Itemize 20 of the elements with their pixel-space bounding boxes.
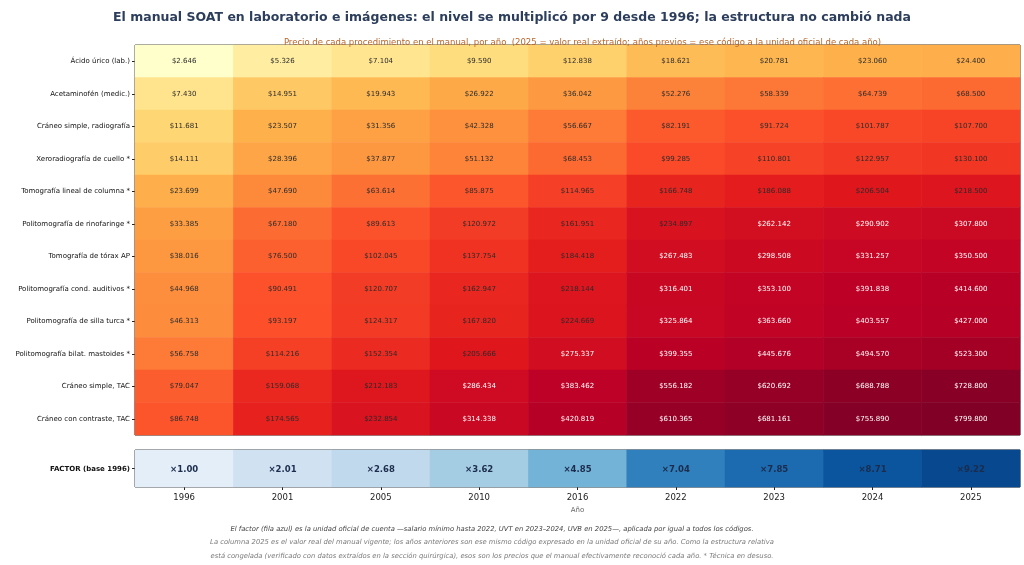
x-tick-label: 2016 <box>566 491 589 502</box>
x-tick-label: 2001 <box>271 491 294 502</box>
data-label: ×2.68 <box>366 463 395 474</box>
x-tick-label: 2023 <box>763 491 785 502</box>
x-tick-label: 2005 <box>370 491 392 502</box>
x-tick-label: 2025 <box>960 491 982 502</box>
data-label: ×1.00 <box>170 463 199 474</box>
x-tick-label: 2024 <box>861 491 884 502</box>
x-tick-label: 2010 <box>468 491 490 502</box>
data-label: ×3.62 <box>465 463 494 474</box>
data-label: ×8.71 <box>858 463 887 474</box>
x-tick-label: 1996 <box>173 491 195 502</box>
chart-subtitle: Precio de cada procedimiento en el manual, por año (2025 = valor real extraído; años previos = ese código a la unidad oficial de cada año) <box>283 36 882 47</box>
data-label: ×7.85 <box>760 463 789 474</box>
chart-title: El manual SOAT en laboratorio e imágenes: el nivel se multiplicó por 9 desde 1996; la estructura no cambió nada <box>113 9 911 24</box>
data-label: ×7.04 <box>661 463 690 474</box>
data-label: ×4.85 <box>563 463 592 474</box>
x-tick-label: 2022 <box>665 491 687 502</box>
data-label: ×2.01 <box>268 463 297 474</box>
data-label: ×9.22 <box>956 463 985 474</box>
